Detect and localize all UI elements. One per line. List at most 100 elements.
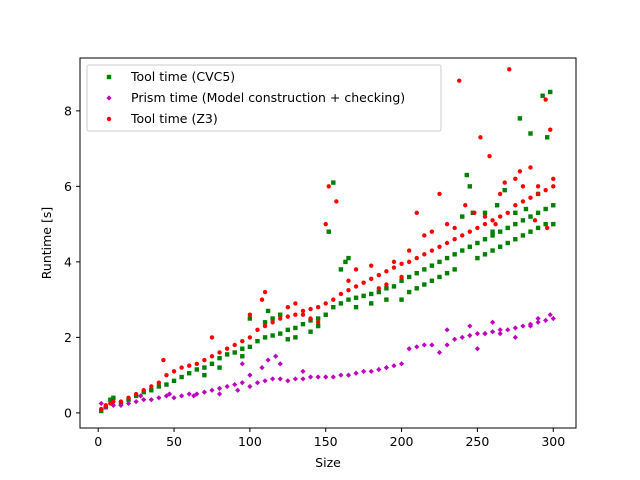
data-point-series2-50 [467,229,473,234]
data-point-series0-43 [414,271,419,276]
data-point-series0-99 [399,297,404,302]
data-point-series1-82 [547,312,553,318]
data-point-series0-17 [217,355,222,361]
data-point-series2-106 [315,320,321,325]
data-point-series2-19 [232,342,237,348]
data-point-series2-97 [406,248,412,253]
data-point-series2-98 [422,233,427,238]
data-point-series0-21 [247,344,253,350]
data-point-series0-61 [551,221,556,227]
data-point-series2-0 [99,406,104,412]
data-point-series2-104 [376,286,382,291]
data-point-series2-89 [493,221,498,227]
data-point-series0-54 [497,229,503,234]
data-point-series2-26 [285,314,291,319]
data-point-series0-14 [194,367,199,372]
data-point-series0-31 [323,312,328,317]
data-point-series2-91 [517,169,523,174]
data-point-series0-20 [240,346,245,351]
data-point-series0-13 [187,371,192,376]
data-point-series2-14 [194,361,199,367]
data-point-series2-33 [338,291,344,297]
data-point-series1-73 [444,327,450,333]
data-point-series0-22 [255,338,260,344]
data-point-series1-78 [474,346,481,352]
data-point-series1-30 [323,374,329,380]
data-point-series1-62 [166,391,173,397]
data-point-series2-72 [414,210,419,215]
data-point-series0-42 [406,274,412,280]
data-point-series0-8 [149,388,154,393]
legend-marker-series0 [106,74,112,80]
data-point-series0-116 [543,221,548,227]
data-point-series0-19 [232,350,237,355]
data-point-series1-40 [398,361,405,367]
data-point-series2-61 [551,184,556,189]
data-point-series2-18 [224,346,230,351]
data-point-series1-49 [467,332,473,339]
data-point-series0-24 [270,333,275,338]
data-point-series2-41 [399,261,404,266]
data-point-series1-7 [148,397,154,403]
data-point-series1-10 [171,395,177,401]
data-point-series0-38 [376,289,382,295]
data-point-series0-3 [111,395,116,400]
data-point-series1-25 [285,378,291,384]
data-point-series1-81 [535,315,541,322]
data-point-series0-114 [528,229,533,234]
legend-label-cvc5: Tool time (CVC5) [130,69,235,84]
data-point-series2-96 [399,274,404,280]
data-point-series0-59 [535,210,541,215]
data-point-series1-58 [535,319,541,325]
data-point-series0-110 [497,244,503,249]
data-point-series0-25 [278,331,283,336]
data-point-series2-49 [460,233,465,238]
data-point-series1-21 [254,380,261,386]
x-tick-label-150: 150 [314,434,338,449]
data-point-series1-52 [489,329,496,335]
data-point-series2-82 [528,165,533,170]
data-point-series2-13 [187,363,192,368]
data-point-series0-11 [171,378,177,384]
data-point-series2-35 [353,284,359,289]
data-point-series0-65 [343,259,348,265]
data-point-series2-28 [300,308,306,314]
data-point-series0-100 [406,289,412,295]
data-point-series2-68 [323,221,328,227]
data-point-series2-40 [391,265,397,270]
data-point-series2-67 [285,304,291,310]
data-point-series0-84 [262,320,268,325]
data-point-series2-16 [209,354,215,359]
data-point-series0-109 [490,248,495,253]
data-point-series2-88 [472,210,477,215]
data-point-series1-74 [467,323,473,329]
data-point-series1-15 [209,387,215,393]
x-tick-label-50: 50 [166,434,182,449]
legend-marker-series2 [106,116,112,122]
data-point-series0-69 [490,229,495,234]
data-point-series0-75 [544,135,550,140]
data-point-series1-34 [353,370,359,376]
data-point-series0-112 [513,237,518,242]
data-point-series0-80 [482,210,488,215]
data-point-series2-76 [478,135,483,140]
data-point-series0-102 [422,282,427,287]
data-point-series1-4 [125,400,132,407]
data-point-series2-62 [161,357,166,363]
data-point-series2-44 [422,252,427,257]
data-point-series0-72 [517,116,523,121]
legend-label-prism: Prism time (Model construction + checkin… [131,90,405,105]
data-point-series2-60 [543,187,548,193]
data-point-series0-23 [262,335,268,340]
data-point-series0-78 [460,214,465,219]
data-point-series2-66 [262,289,268,295]
data-point-series2-11 [171,369,177,374]
data-point-series2-90 [497,191,503,197]
data-point-series0-58 [528,214,533,219]
data-point-series0-97 [369,301,374,306]
data-point-series0-64 [338,267,344,272]
data-point-series2-81 [520,184,526,189]
data-point-series2-99 [429,229,435,234]
data-point-series1-53 [497,327,503,333]
data-point-series0-68 [467,184,473,189]
